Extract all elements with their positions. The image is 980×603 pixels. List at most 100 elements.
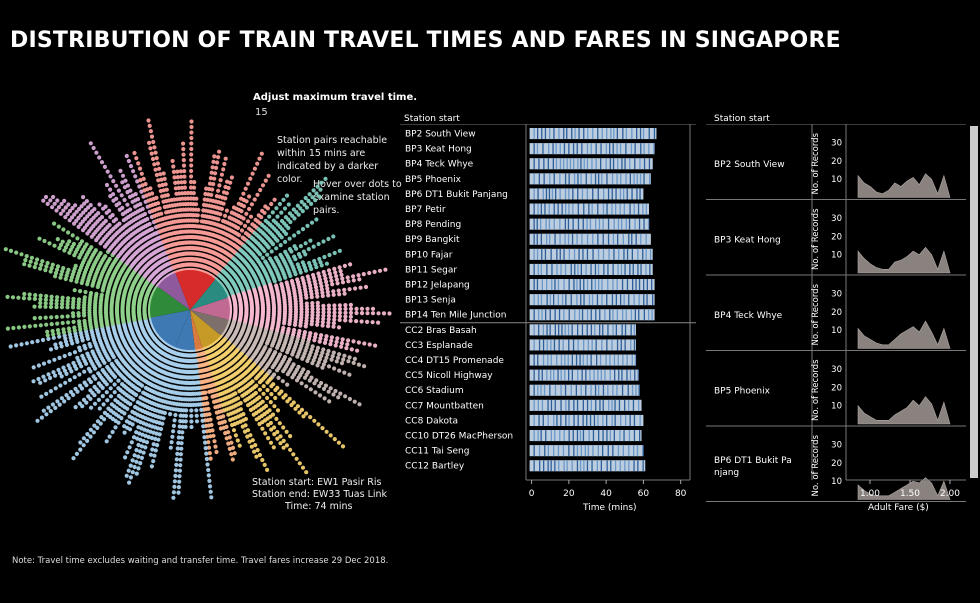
radial-dot	[48, 304, 54, 310]
radial-dot	[315, 363, 320, 368]
radial-dot	[150, 191, 155, 196]
radial-dot	[336, 288, 341, 293]
radial-dot	[270, 343, 275, 348]
time-tick	[540, 203, 542, 215]
radial-dot	[286, 202, 291, 207]
radial-dot	[337, 306, 343, 312]
radial-dot	[280, 379, 285, 384]
time-tick	[613, 218, 615, 230]
radial-dot	[38, 323, 43, 328]
station-label: BP3 Keat Hong	[405, 145, 472, 155]
radial-dot	[94, 291, 99, 296]
radial-dot	[370, 306, 376, 311]
time-tick	[544, 128, 547, 140]
time-tick	[636, 188, 638, 200]
radial-dot	[135, 436, 140, 441]
radial-dot	[162, 176, 167, 181]
radial-dot	[348, 310, 354, 315]
time-tick	[628, 218, 631, 230]
radial-dot	[329, 357, 334, 362]
radial-dot	[19, 252, 24, 257]
radial-dot	[102, 164, 107, 169]
time-tick	[543, 158, 545, 170]
radial-dot	[299, 381, 304, 386]
time-tick	[640, 233, 642, 245]
radial-dot	[38, 266, 43, 271]
radial-dot	[305, 358, 310, 364]
radial-dot	[61, 266, 66, 271]
radial-dot	[165, 365, 170, 370]
radial-dot	[208, 176, 213, 181]
radial-dot	[347, 287, 352, 292]
radial-dot	[312, 381, 317, 386]
radial-dot	[351, 360, 356, 365]
radial-dot	[14, 343, 19, 348]
time-range-bar	[529, 218, 649, 230]
radial-dot	[133, 404, 138, 410]
radial-dot	[272, 404, 277, 409]
radial-dot	[326, 268, 332, 273]
time-tick	[612, 233, 615, 245]
radial-dot	[182, 180, 187, 185]
radial-dot	[254, 417, 259, 422]
time-tick	[601, 173, 603, 185]
radial-dot	[205, 462, 210, 467]
radial-dot	[50, 262, 55, 267]
time-tick	[623, 188, 625, 200]
time-tick	[558, 128, 560, 140]
radial-dot	[16, 325, 21, 330]
radial-dot	[78, 383, 83, 388]
radial-dot	[347, 372, 352, 377]
radial-dot	[372, 269, 377, 274]
time-tick	[553, 218, 555, 230]
radial-dot	[269, 427, 274, 432]
time-tick	[563, 128, 565, 140]
radial-dot	[257, 156, 262, 161]
radial-dot	[281, 395, 286, 400]
radial-dot	[177, 474, 182, 479]
radial-dot	[49, 315, 54, 320]
max-travel-time-input[interactable]: 15	[255, 107, 268, 118]
radial-dot	[55, 264, 61, 269]
radial-chart[interactable]	[0, 80, 400, 530]
radial-dot	[133, 192, 138, 197]
radial-dot	[210, 394, 215, 399]
radial-dot	[285, 382, 290, 387]
radial-dot	[66, 296, 71, 301]
radial-dot	[139, 171, 144, 176]
time-tick	[536, 218, 538, 230]
radial-dot	[57, 334, 62, 339]
radial-dot	[124, 153, 129, 159]
radial-dot	[44, 294, 49, 299]
station-label: BP4 Teck Whye	[405, 160, 474, 170]
radial-dot	[116, 188, 121, 193]
radial-dot	[65, 314, 70, 319]
radial-dot	[336, 325, 342, 330]
radial-dot	[300, 356, 305, 361]
radial-dot	[278, 243, 283, 248]
time-tick	[577, 158, 579, 170]
time-tick	[633, 173, 635, 185]
radial-dot	[177, 468, 182, 473]
radial-dot	[262, 462, 267, 467]
radial-dot	[119, 193, 124, 198]
time-tick	[643, 143, 645, 155]
radial-dot	[332, 437, 337, 442]
radial-dot	[173, 468, 178, 473]
radial-dot	[177, 429, 182, 435]
radial-dot	[265, 467, 270, 472]
radial-dot	[206, 467, 211, 473]
radial-dot	[55, 321, 60, 326]
radial-dot	[260, 457, 265, 463]
radial-dot	[321, 239, 326, 244]
radial-dot	[342, 291, 347, 296]
radial-dot	[56, 367, 61, 372]
station-ticks	[529, 128, 657, 140]
time-tick	[581, 188, 584, 200]
time-tick	[643, 158, 646, 170]
radial-dot	[189, 168, 194, 174]
time-tick	[568, 203, 570, 215]
radial-dot	[298, 323, 303, 328]
time-tick	[622, 233, 624, 245]
